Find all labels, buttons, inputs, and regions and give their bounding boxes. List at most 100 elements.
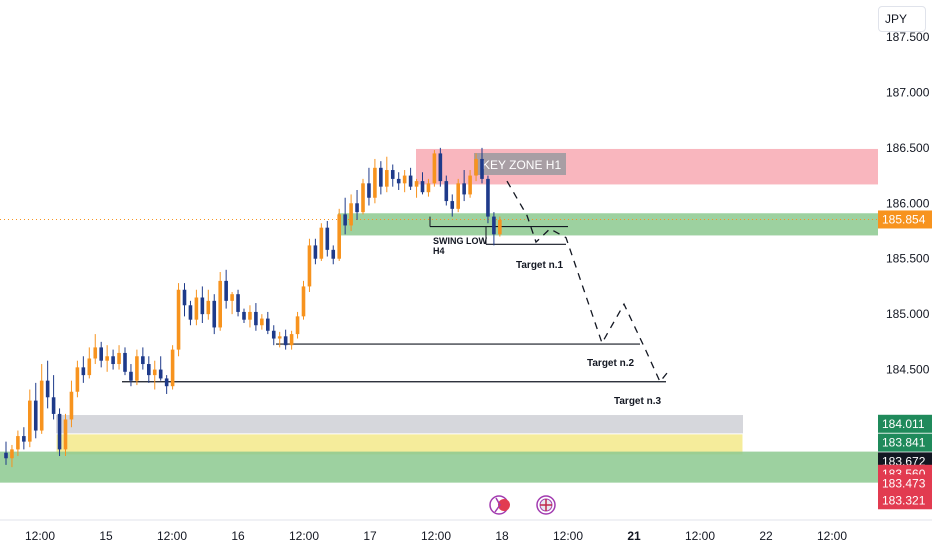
time-tick-label[interactable]: 22	[759, 529, 773, 543]
time-tick-label[interactable]: 17	[363, 529, 377, 543]
candle	[158, 356, 163, 381]
price-label-text[interactable]: 183.473	[882, 476, 926, 490]
candle	[349, 194, 353, 231]
candle	[361, 178, 365, 215]
time-tick-label[interactable]: 12:00	[157, 529, 187, 543]
candle	[218, 272, 222, 331]
candle	[135, 349, 139, 386]
candle-body	[349, 203, 353, 226]
candle	[194, 289, 199, 326]
time-tick-label[interactable]: 12:00	[25, 529, 55, 543]
candle	[206, 289, 211, 320]
price-tick-label[interactable]: 187.500	[886, 30, 930, 44]
candle	[33, 382, 38, 439]
candle-body	[45, 380, 50, 398]
price-tick-label[interactable]: 187.000	[886, 85, 930, 99]
candle	[396, 172, 401, 190]
candle	[295, 311, 300, 339]
candle-body	[188, 305, 193, 320]
candle-body	[105, 356, 109, 361]
zone-green-support-zone	[0, 451, 878, 483]
candle	[289, 330, 294, 350]
price-tick-label[interactable]: 185.000	[886, 307, 930, 321]
candle	[224, 269, 228, 309]
time-tick-label[interactable]: 12:00	[817, 529, 847, 543]
time-tick-label[interactable]: 12:00	[685, 529, 715, 543]
time-tick-label[interactable]: 12:00	[553, 529, 583, 543]
candle-body	[248, 311, 252, 320]
event-icons[interactable]	[489, 495, 556, 515]
candle	[129, 364, 133, 387]
price-label-box[interactable]	[878, 210, 932, 229]
candle-body	[75, 367, 80, 392]
candle	[123, 347, 127, 376]
candle-body	[260, 318, 264, 326]
candle-body	[218, 280, 222, 328]
candle-body	[480, 158, 484, 179]
candle-body	[367, 183, 371, 198]
price-tick-label[interactable]: 186.000	[886, 196, 930, 210]
earnings-icon-mark[interactable]	[494, 497, 501, 513]
candle-body	[420, 181, 425, 193]
candle-body	[438, 153, 443, 182]
candle	[432, 150, 437, 187]
price-label-text[interactable]: 183.841	[882, 436, 926, 450]
candle	[236, 289, 240, 317]
candle	[170, 345, 175, 390]
price-axis[interactable]: 187.500 187.000 186.500 186.000 185.500 185.0…	[878, 30, 932, 510]
price-label-box[interactable]	[878, 414, 932, 433]
candle	[105, 345, 109, 372]
candle	[444, 175, 449, 206]
earnings-icon-dot[interactable]	[498, 499, 510, 511]
earnings-event-icon[interactable]	[489, 495, 510, 515]
target-2-line-label: Target n.2	[587, 358, 634, 369]
candle-body	[426, 183, 431, 193]
candle	[462, 170, 466, 202]
candle	[57, 408, 62, 457]
price-label-box[interactable]	[878, 491, 932, 510]
candle	[325, 221, 330, 257]
candle	[182, 283, 187, 317]
price-label-box[interactable]	[878, 433, 932, 452]
price-tick-label[interactable]: 186.500	[886, 141, 930, 155]
time-tick-label[interactable]: 12:00	[421, 529, 451, 543]
candle-body	[22, 436, 26, 442]
time-tick-label[interactable]: 12:00	[289, 529, 319, 543]
candle	[420, 172, 425, 195]
time-tick-label[interactable]: 16	[231, 529, 245, 543]
price-label-box[interactable]	[878, 474, 932, 493]
currency-button[interactable]: JPY	[878, 6, 926, 32]
swing-low-line-label: H4	[433, 246, 445, 256]
price-tick-label[interactable]: 184.500	[886, 363, 930, 377]
candle	[164, 375, 169, 394]
time-tick-label[interactable]: 18	[495, 529, 509, 543]
candle	[260, 314, 264, 330]
time-axis[interactable]: 12:00 15 12:00 16 12:00 17 12:00 18 12:00 21 12:00…	[25, 529, 847, 543]
candle-body	[325, 227, 330, 250]
time-tick-label[interactable]: 21	[627, 529, 641, 543]
candle	[367, 167, 371, 206]
candle	[271, 325, 276, 346]
candle	[266, 311, 270, 335]
target-1-line-label: Target n.1	[516, 260, 563, 271]
candle-body	[10, 449, 14, 459]
candle	[16, 430, 20, 457]
time-tick-label[interactable]: 15	[99, 529, 113, 543]
candle-body	[129, 371, 133, 381]
candle	[28, 389, 32, 448]
candle-body	[414, 181, 419, 187]
price-tick-label[interactable]: 185.500	[886, 252, 930, 266]
candle-body	[337, 214, 341, 259]
price-label-text[interactable]: 185.854	[882, 212, 926, 226]
candle-body	[194, 297, 199, 320]
flag-event-icon[interactable]	[536, 495, 556, 515]
candle-body	[313, 245, 318, 259]
candle-body	[28, 400, 32, 442]
candle-body	[57, 413, 62, 450]
candle	[355, 189, 359, 220]
price-label-text[interactable]: 184.011	[882, 417, 925, 431]
price-label-text[interactable]: 183.321	[882, 493, 926, 507]
chart-zones: KEY ZONE H1	[0, 148, 878, 483]
candle-body	[164, 378, 169, 387]
